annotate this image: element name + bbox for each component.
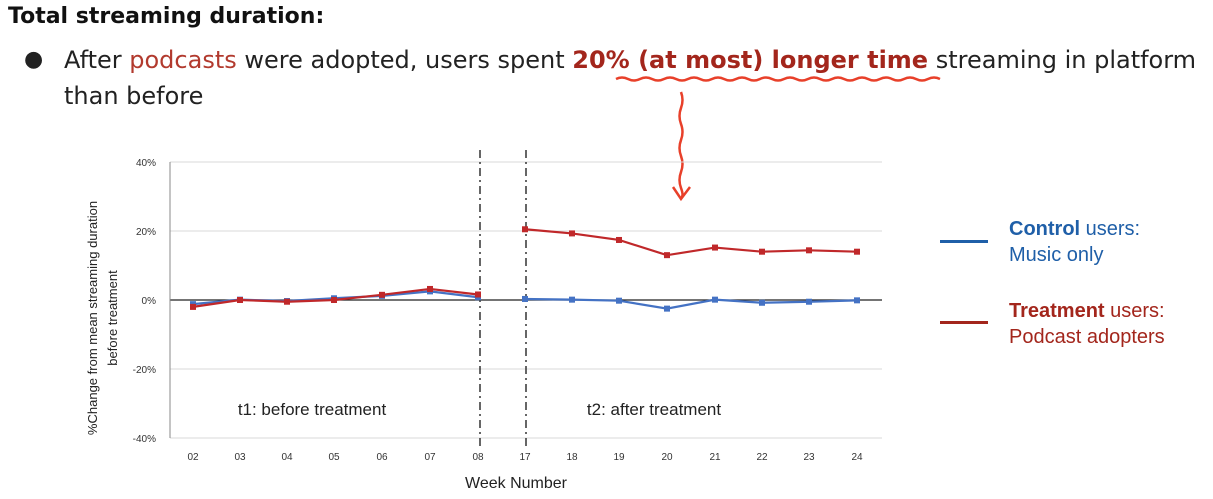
- y-tick-label: 20%: [136, 227, 156, 238]
- legend-treatment-bold: Treatment: [1009, 300, 1105, 322]
- treatment-marker: [569, 230, 575, 237]
- period-label-after: t2: after treatment: [587, 400, 721, 419]
- y-tick-label: 0%: [142, 296, 157, 307]
- treatment-marker: [522, 226, 528, 233]
- treatment-marker: [664, 252, 670, 259]
- bullet-text-start: After: [64, 46, 130, 74]
- treatment-marker: [331, 297, 337, 303]
- y-tick-label: -20%: [133, 365, 156, 376]
- control-marker: [616, 297, 622, 304]
- x-axis-title: Week Number: [465, 475, 568, 492]
- treatment-marker: [854, 248, 860, 255]
- x-tick-label: 06: [376, 452, 388, 463]
- control-marker: [854, 297, 860, 304]
- control-marker: [522, 295, 528, 302]
- legend-control-bold: Control: [1009, 218, 1081, 240]
- period-label-before: t1: before treatment: [238, 400, 387, 419]
- x-tick-label: 07: [424, 452, 436, 463]
- control-marker: [712, 296, 718, 303]
- x-tick-label: 05: [328, 452, 340, 463]
- x-tick-label: 04: [281, 452, 293, 463]
- treatment-marker: [475, 291, 481, 298]
- treatment-marker: [427, 285, 433, 292]
- y-tick-label: 40%: [136, 158, 156, 169]
- control-marker: [569, 296, 575, 303]
- x-tick-label: 08: [472, 452, 484, 463]
- legend-control-line2: Music only: [1009, 244, 1104, 266]
- series-line-treatment: [524, 228, 858, 257]
- legend-treatment-line2: Podcast adopters: [1009, 326, 1165, 348]
- bullet-text-end: streaming in platform than before: [64, 46, 1197, 110]
- treatment-marker: [284, 298, 290, 305]
- treatment-marker: [237, 297, 243, 303]
- treatment-marker: [806, 247, 812, 254]
- legend-treatment-rest: users:: [1104, 300, 1165, 322]
- x-tick-label: 21: [709, 452, 721, 463]
- y-axis-title-line2: before treatment: [105, 270, 120, 366]
- x-tick-label: 19: [613, 452, 625, 463]
- x-tick-label: 24: [851, 452, 863, 463]
- treatment-marker: [759, 248, 765, 255]
- x-tick-label: 03: [234, 452, 246, 463]
- x-tick-label: 20: [661, 452, 673, 463]
- series-line-control: [524, 297, 858, 310]
- treatment-marker: [190, 303, 196, 310]
- y-axis-title: %Change from mean streaming duration: [85, 201, 100, 435]
- treatment-marker: [712, 244, 718, 251]
- x-tick-label: 02: [187, 452, 199, 463]
- y-tick-label: -40%: [133, 434, 156, 445]
- x-tick-label: 18: [566, 452, 578, 463]
- legend-treatment-swatch: [940, 321, 988, 324]
- treatment-marker: [616, 236, 622, 243]
- control-marker: [806, 298, 812, 305]
- highlight-word: podcasts: [129, 46, 237, 74]
- x-tick-label: 22: [756, 452, 768, 463]
- legend-treatment: Treatment users: Podcast adopters: [1009, 298, 1165, 350]
- bullet-text: After podcasts were adopted, users spent…: [64, 42, 1204, 114]
- legend-control: Control users: Music only: [1009, 216, 1140, 268]
- bullet-text-middle: were adopted, users spent: [236, 46, 573, 74]
- emphasis-text: 20% (at most) longer time: [572, 46, 929, 74]
- control-marker: [759, 299, 765, 306]
- legend-control-swatch: [940, 240, 988, 243]
- treatment-marker: [379, 291, 385, 298]
- x-tick-label: 23: [803, 452, 815, 463]
- control-marker: [664, 305, 670, 312]
- bullet-icon: ●: [24, 47, 44, 72]
- legend-control-rest: users:: [1080, 218, 1141, 240]
- slide-heading: Total streaming duration:: [8, 4, 325, 29]
- x-tick-label: 17: [519, 452, 531, 463]
